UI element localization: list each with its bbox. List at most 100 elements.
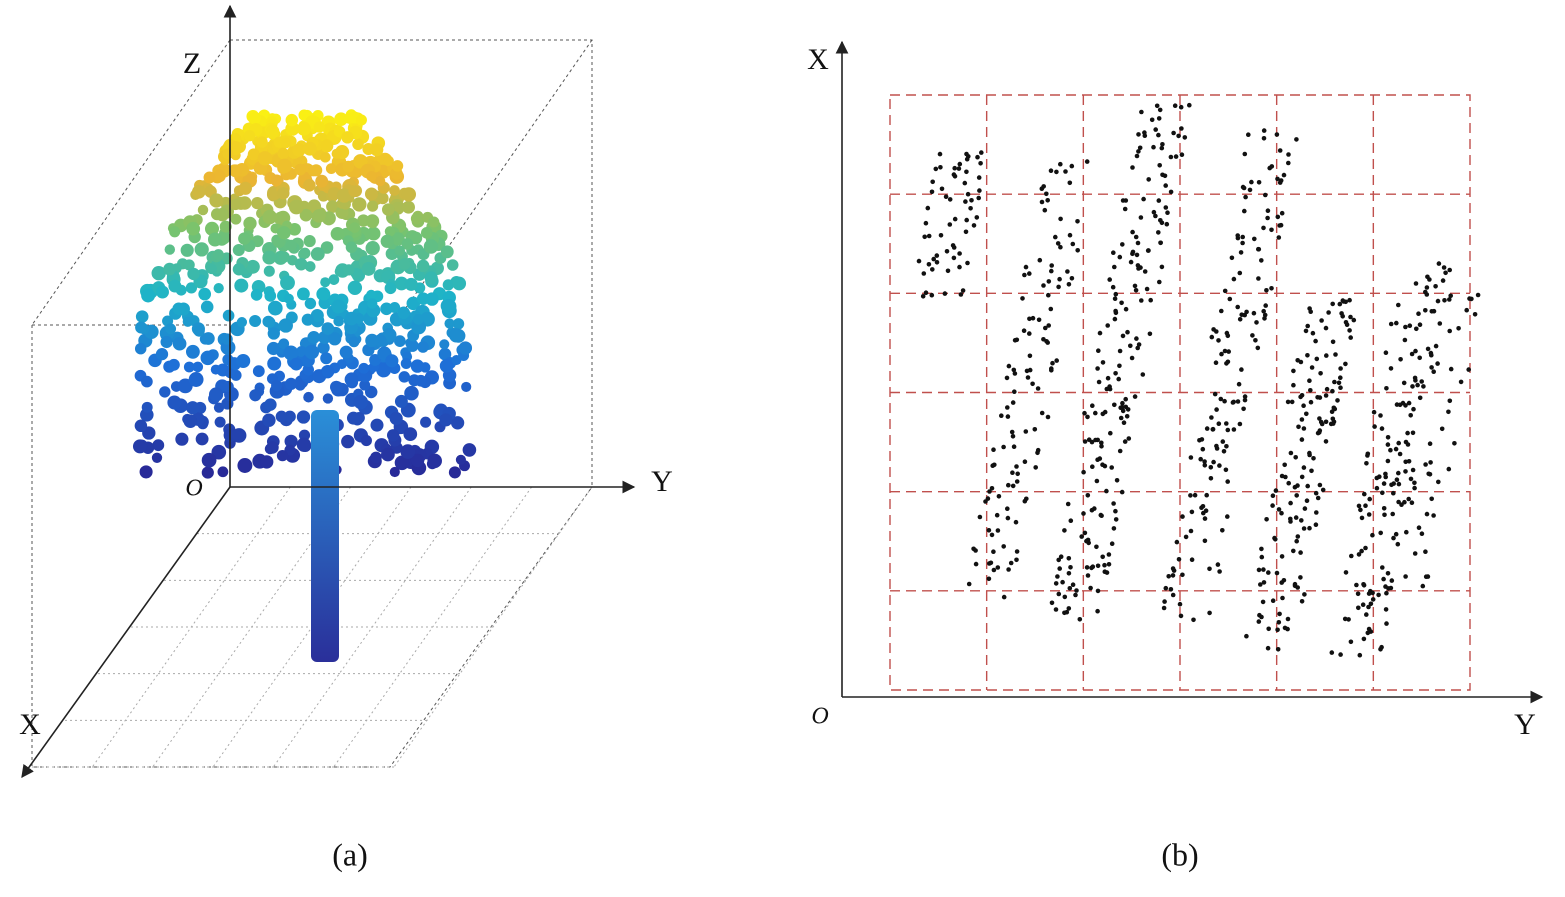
point	[1159, 145, 1165, 151]
point	[1055, 574, 1060, 579]
point	[1396, 302, 1401, 308]
point	[1133, 234, 1139, 240]
point	[1395, 541, 1401, 547]
point	[1001, 544, 1006, 549]
point	[1302, 506, 1308, 511]
point	[1332, 379, 1337, 385]
point	[1342, 616, 1348, 622]
point	[1070, 241, 1076, 247]
cloud-point	[135, 321, 148, 334]
cloud-point	[406, 296, 421, 311]
point	[1269, 227, 1274, 233]
point	[1126, 436, 1132, 441]
point	[1104, 488, 1109, 494]
origin-label: O	[185, 476, 202, 502]
cloud-point	[315, 174, 329, 188]
point	[1346, 617, 1351, 622]
point	[1343, 361, 1348, 367]
point	[1046, 279, 1052, 284]
point	[1393, 531, 1399, 537]
point	[1124, 414, 1130, 419]
point	[1417, 322, 1423, 328]
point	[1431, 513, 1436, 518]
point	[1058, 554, 1064, 559]
point	[951, 255, 957, 261]
cloud-point	[367, 200, 379, 212]
point	[1409, 351, 1415, 357]
cloud-point	[237, 458, 253, 473]
point	[1057, 276, 1062, 282]
axis-label: Z	[183, 47, 201, 80]
point	[1005, 515, 1011, 521]
point	[1443, 270, 1448, 276]
point	[975, 154, 980, 160]
cloud-point	[249, 314, 262, 328]
axis-label: Y	[1514, 708, 1536, 741]
cloud-point	[183, 259, 195, 271]
point	[1363, 545, 1368, 551]
point	[1408, 413, 1413, 418]
point	[1106, 562, 1112, 567]
point	[1277, 148, 1283, 153]
point	[1020, 296, 1025, 301]
point	[990, 463, 995, 469]
cloud-point	[326, 200, 339, 213]
point	[1035, 450, 1040, 456]
point	[1054, 358, 1059, 363]
cloud-point	[365, 333, 379, 348]
point	[1320, 487, 1326, 493]
point	[1166, 574, 1171, 579]
cloud-point	[417, 341, 429, 353]
point	[1104, 386, 1110, 392]
point	[1255, 345, 1261, 351]
point	[1398, 357, 1403, 362]
point	[1428, 460, 1433, 465]
point	[1276, 620, 1282, 625]
point	[1230, 400, 1236, 405]
cloud-point	[294, 163, 307, 176]
bounding-box	[31, 39, 593, 768]
point	[1084, 538, 1089, 544]
cloud-point	[333, 315, 344, 327]
point	[1251, 310, 1257, 316]
cloud-point	[348, 336, 360, 348]
cloud-point	[336, 188, 352, 203]
point	[1235, 304, 1240, 310]
cloud-point	[168, 279, 182, 293]
cloud-point	[249, 389, 262, 402]
cloud-point	[277, 147, 290, 160]
cloud-point	[151, 452, 163, 463]
point	[1408, 476, 1414, 482]
point	[1112, 264, 1117, 270]
cloud-point	[449, 328, 464, 343]
point	[1157, 107, 1163, 113]
point	[1161, 605, 1167, 611]
point	[1084, 565, 1090, 570]
point	[1079, 534, 1084, 539]
point	[1301, 526, 1307, 531]
point	[947, 222, 953, 227]
point	[1022, 272, 1027, 278]
cloud-point	[262, 209, 278, 225]
point	[1109, 541, 1115, 546]
point	[1048, 168, 1054, 173]
point	[1191, 617, 1196, 623]
cloud-point	[210, 364, 221, 375]
point	[965, 191, 971, 197]
cloud-point	[369, 354, 382, 366]
point	[1381, 481, 1387, 486]
point	[1429, 496, 1434, 502]
cloud-point	[222, 148, 234, 160]
cloud-point	[160, 335, 173, 349]
cloud-point	[424, 271, 438, 285]
point	[1252, 236, 1257, 242]
point	[1291, 368, 1296, 374]
point	[1361, 636, 1367, 642]
point	[986, 576, 992, 582]
ground-line	[333, 486, 533, 768]
point	[991, 447, 996, 453]
cloud-point	[165, 323, 177, 335]
point	[1014, 464, 1019, 469]
cloud-point	[304, 261, 316, 272]
point	[1313, 338, 1318, 344]
